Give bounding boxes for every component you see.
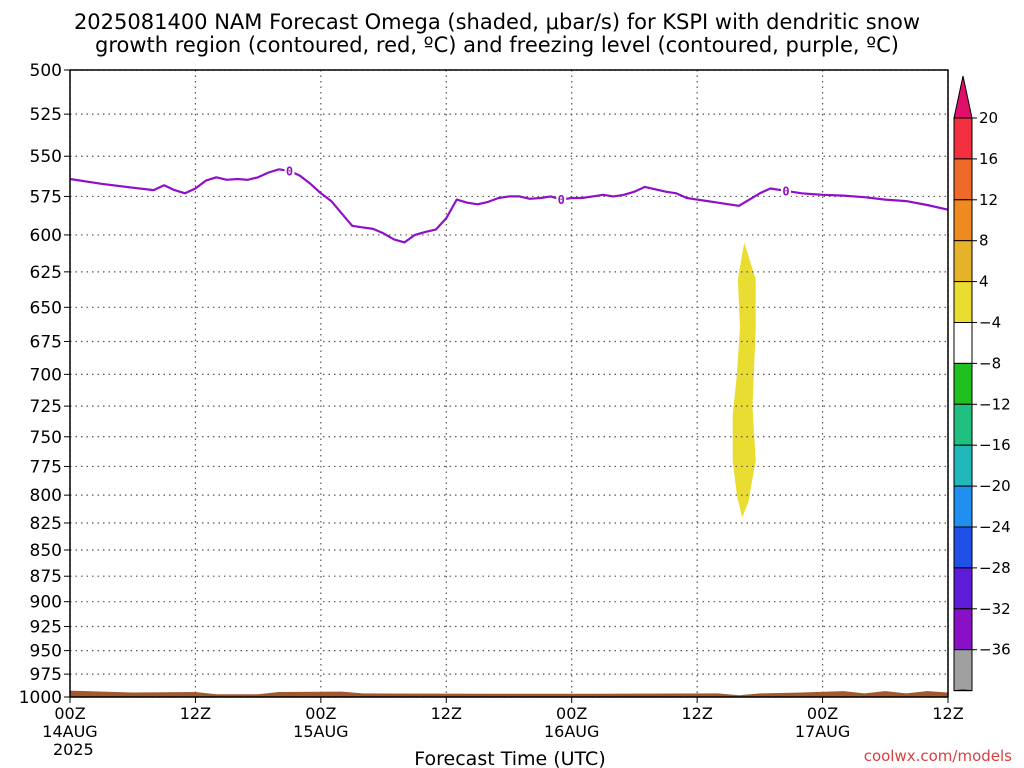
colorbar-tick-label: 8 bbox=[979, 232, 989, 250]
chart-title-line-1: 2025081400 NAM Forecast Omega (shaded, μ… bbox=[74, 10, 920, 34]
x-tick-label: 12Z bbox=[681, 704, 712, 723]
colorbar-tick-label: −32 bbox=[979, 600, 1011, 618]
x-tick-year-label: 2025 bbox=[53, 740, 94, 759]
contour-label-bg bbox=[780, 183, 791, 198]
colorbar-swatch-9 bbox=[953, 485, 973, 528]
y-tick-label: 700 bbox=[30, 365, 62, 385]
colorbar-swatch-7 bbox=[953, 403, 973, 446]
y-tick-label: 975 bbox=[30, 665, 62, 685]
colorbar-tick-label: −36 bbox=[979, 641, 1011, 659]
terrain-surface bbox=[70, 690, 948, 697]
colorbar-swatch-3 bbox=[953, 240, 973, 283]
credit-text: coolwx.com/models bbox=[864, 747, 1012, 765]
y-tick-label: 750 bbox=[30, 428, 62, 448]
grid-lines bbox=[69, 69, 949, 698]
colorbar-swatch-12 bbox=[953, 608, 973, 651]
x-tick-label: 00Z bbox=[807, 704, 838, 723]
x-tick-date-label: 14AUG bbox=[42, 722, 97, 741]
y-tick-label: 525 bbox=[30, 105, 62, 125]
colorbar-swatch-2 bbox=[953, 199, 973, 242]
plot-frame bbox=[69, 69, 949, 698]
colorbar-swatch-1 bbox=[953, 158, 973, 201]
x-tick-label: 12Z bbox=[431, 704, 462, 723]
plot-background bbox=[70, 70, 948, 697]
omega-shaded-region-0 bbox=[732, 242, 756, 518]
colorbar-swatch-4 bbox=[953, 281, 973, 324]
y-tick-label: 900 bbox=[30, 593, 62, 613]
y-axis: 500 525 550 575 600 625 650 675 700 725 750 775 800 8… bbox=[19, 61, 70, 708]
y-tick-label: 875 bbox=[30, 567, 62, 587]
y-tick-label: 625 bbox=[30, 263, 62, 283]
colorbar-tick-label: −8 bbox=[979, 354, 1001, 372]
omega-shading bbox=[732, 242, 756, 518]
plot-area: 0 0 0 bbox=[69, 69, 949, 698]
y-tick-label: 500 bbox=[30, 61, 62, 81]
x-tick-label: 12Z bbox=[932, 704, 963, 723]
y-tick-label: 550 bbox=[30, 147, 62, 167]
x-tick-date-label: 17AUG bbox=[795, 722, 850, 741]
colorbar-tick-label: 12 bbox=[979, 191, 998, 209]
colorbar-swatch-13 bbox=[953, 649, 973, 692]
y-tick-label: 650 bbox=[30, 298, 62, 318]
chart-title: 2025081400 NAM Forecast Omega (shaded, μ… bbox=[74, 10, 920, 57]
chart-title-line-2: growth region (contoured, red, ºC) and f… bbox=[95, 33, 899, 57]
contour-label-bg bbox=[284, 163, 295, 178]
terrain-fill bbox=[70, 690, 948, 697]
y-tick-label: 850 bbox=[30, 541, 62, 561]
colorbar-tick-label: −12 bbox=[979, 395, 1011, 413]
colorbar-tick-label: −28 bbox=[979, 559, 1011, 577]
colorbar-tick-label: −20 bbox=[979, 477, 1011, 495]
x-tick-label: 00Z bbox=[305, 704, 336, 723]
colorbar-tick-label: −24 bbox=[979, 518, 1011, 536]
y-tick-label: 925 bbox=[30, 617, 62, 637]
colorbar-tick-label: −16 bbox=[979, 436, 1011, 454]
x-axis-label: Forecast Time (UTC) bbox=[414, 748, 605, 768]
colorbar-bottom-arrow bbox=[953, 689, 973, 692]
freezing-level-contour: 0 0 0 bbox=[69, 163, 949, 244]
y-tick-label: 775 bbox=[30, 457, 62, 477]
colorbar-tick-label: −4 bbox=[979, 314, 1001, 332]
x-tick-date-label: 15AUG bbox=[293, 722, 348, 741]
colorbar-swatch-8 bbox=[953, 444, 973, 487]
colorbar-tick-label: 4 bbox=[979, 273, 989, 291]
x-tick-date-label: 16AUG bbox=[544, 722, 599, 741]
y-tick-label: 600 bbox=[30, 226, 62, 246]
x-tick-label: 12Z bbox=[180, 704, 211, 723]
colorbar-swatch-11 bbox=[953, 567, 973, 610]
colorbar-swatch-6 bbox=[953, 362, 973, 405]
contour-label-bg bbox=[556, 192, 567, 207]
y-tick-label: 800 bbox=[30, 486, 62, 506]
freezing-level-contour-label: 0 bbox=[286, 164, 293, 178]
y-tick-label: 1000 bbox=[19, 688, 62, 708]
x-tick-label: 00Z bbox=[54, 704, 85, 723]
y-tick-label: 950 bbox=[30, 642, 62, 662]
freezing-level-line bbox=[69, 168, 949, 244]
x-tick-label: 00Z bbox=[556, 704, 587, 723]
colorbar-top-arrow bbox=[953, 75, 973, 119]
colorbar-swatch-0 bbox=[953, 117, 973, 160]
freezing-level-contour-label: 0 bbox=[782, 184, 789, 198]
freezing-level-contour-label: 0 bbox=[558, 193, 565, 207]
colorbar: 20 16 12 8 4 −4 −8 −12 −16 −20 −24 −28 −32 −36 bbox=[953, 75, 1011, 692]
y-tick-label: 575 bbox=[30, 187, 62, 207]
colorbar-swatch-10 bbox=[953, 526, 973, 569]
y-tick-label: 675 bbox=[30, 332, 62, 352]
colorbar-swatch-5 bbox=[953, 322, 973, 364]
colorbar-tick-label: 20 bbox=[979, 109, 998, 127]
y-tick-label: 725 bbox=[30, 397, 62, 417]
y-tick-label: 825 bbox=[30, 514, 62, 534]
colorbar-tick-label: 16 bbox=[979, 150, 998, 168]
